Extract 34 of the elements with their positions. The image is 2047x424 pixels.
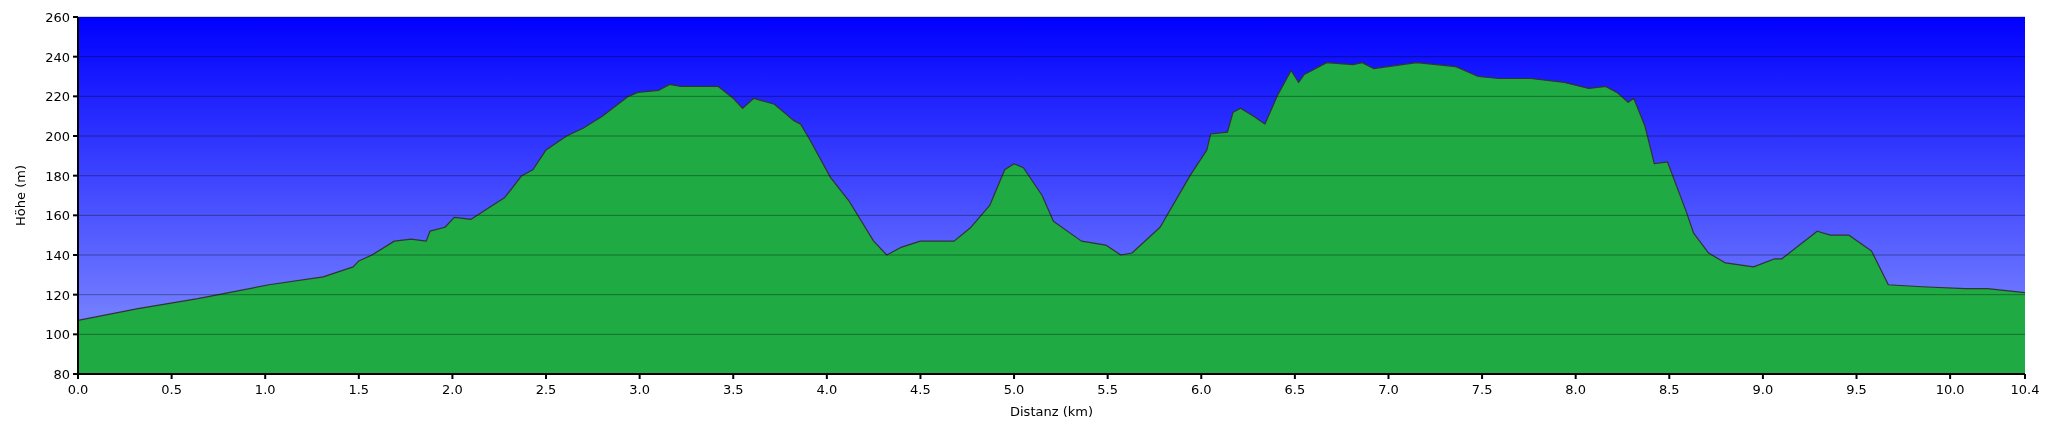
y-tick-label: 80	[53, 367, 70, 382]
y-tick-label: 120	[45, 287, 70, 303]
x-tick-label: 0.0	[67, 382, 89, 397]
x-tick-label: 3.0	[629, 382, 650, 397]
x-tick-label: 7.5	[1471, 382, 1493, 397]
x-tick-label: 5.0	[1003, 382, 1025, 397]
x-tick-label: 10.4	[2010, 382, 2040, 397]
x-tick-label: 9.0	[1752, 382, 1774, 397]
x-tick-label: 6.5	[1284, 382, 1306, 397]
x-axis-title: Distanz (km)	[1010, 404, 1093, 419]
x-tick-label: 10.0	[1935, 382, 1965, 397]
y-tick-label: 140	[45, 248, 70, 263]
y-tick-label: 240	[45, 49, 70, 65]
y-tick-label: 180	[45, 168, 70, 184]
x-tick-label: 9.5	[1846, 382, 1867, 397]
x-tick-label: 1.0	[254, 382, 276, 397]
x-tick-label: 4.5	[910, 382, 931, 397]
y-axis-title: Höhe (m)	[13, 165, 28, 226]
x-tick-label: 3.5	[722, 382, 744, 397]
x-tick-label: 2.5	[535, 382, 557, 397]
y-tick-label: 200	[45, 129, 70, 144]
x-tick-label: 7.0	[1378, 382, 1399, 397]
x-tick-label: 8.5	[1658, 382, 1680, 397]
x-tick-label: 1.5	[348, 382, 370, 397]
x-tick-label: 2.0	[442, 382, 463, 397]
y-tick-label: 220	[45, 89, 70, 105]
x-tick-label: 4.0	[816, 382, 838, 397]
y-tick-label: 260	[45, 10, 70, 25]
x-tick-label: 5.5	[1097, 382, 1119, 397]
x-tick-label: 0.5	[161, 382, 182, 397]
x-tick-label: 6.0	[1190, 382, 1212, 397]
y-tick-label: 100	[45, 327, 70, 343]
y-tick-label: 160	[45, 208, 70, 224]
x-tick-label: 8.0	[1565, 382, 1587, 397]
